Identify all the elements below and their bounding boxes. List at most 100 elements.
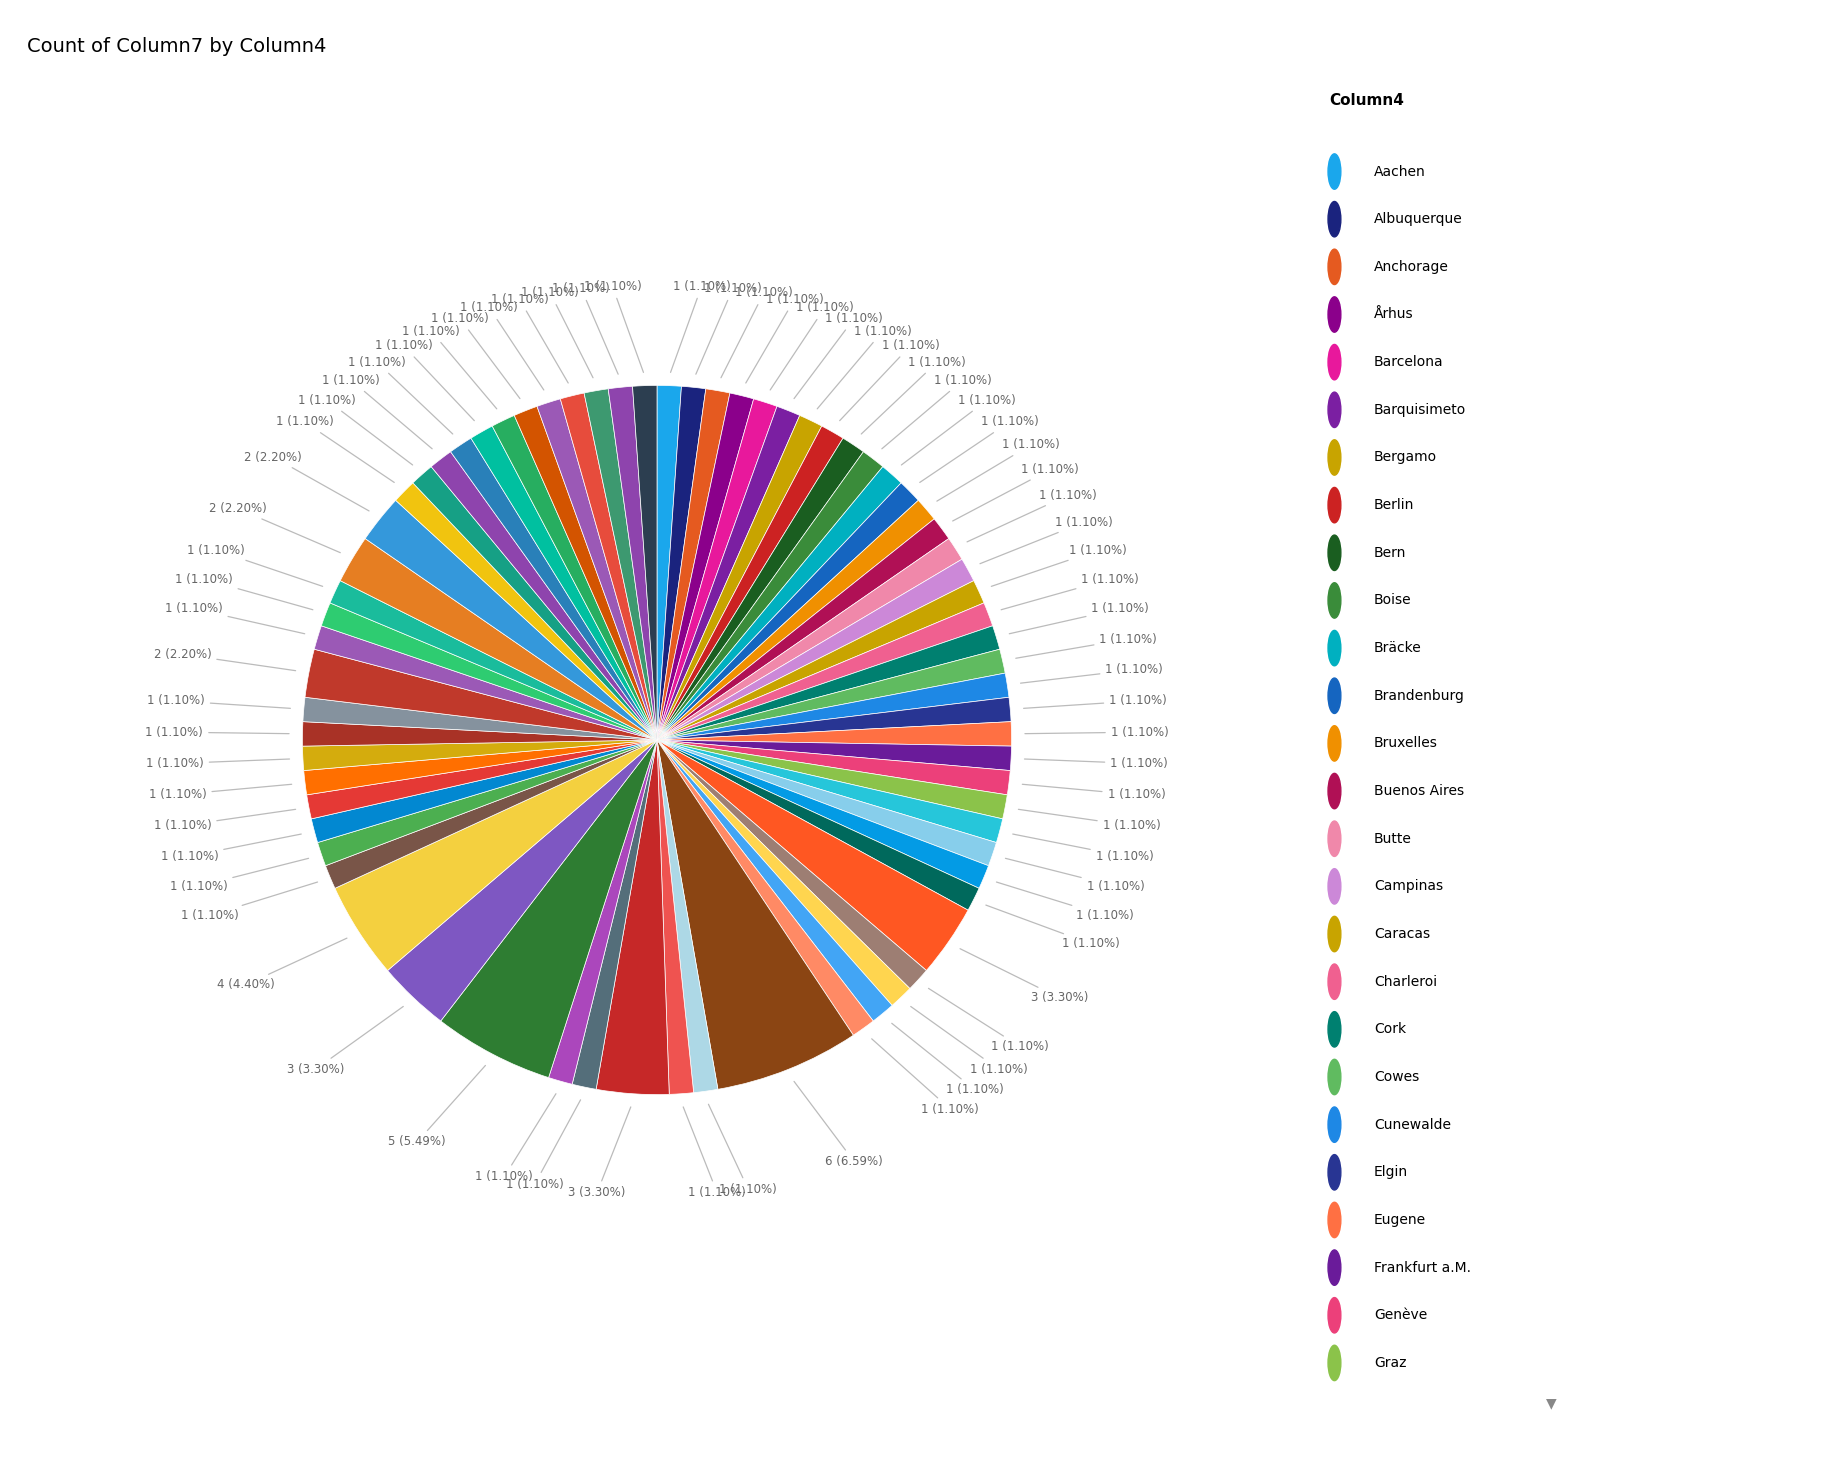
Text: Caracas: Caracas [1374, 926, 1431, 941]
Wedge shape [537, 400, 657, 740]
Text: 1 (1.10%): 1 (1.10%) [936, 438, 1060, 502]
Text: 1 (1.10%): 1 (1.10%) [164, 602, 305, 633]
Wedge shape [657, 626, 1000, 740]
Text: 3 (3.30%): 3 (3.30%) [960, 949, 1088, 1005]
Text: 2 (2.20%): 2 (2.20%) [208, 502, 339, 552]
Wedge shape [387, 740, 657, 1021]
Text: 1 (1.10%): 1 (1.10%) [818, 324, 912, 408]
Wedge shape [657, 407, 799, 740]
Wedge shape [657, 389, 730, 740]
Circle shape [1329, 1012, 1341, 1046]
Text: 1 (1.10%): 1 (1.10%) [374, 339, 475, 420]
Text: 1 (1.10%): 1 (1.10%) [902, 394, 1017, 465]
Text: 1 (1.10%): 1 (1.10%) [872, 1039, 978, 1116]
Text: Anchorage: Anchorage [1374, 260, 1449, 274]
Wedge shape [471, 426, 657, 740]
Wedge shape [657, 740, 1002, 842]
Circle shape [1329, 678, 1341, 713]
Text: 1 (1.10%): 1 (1.10%) [349, 355, 453, 434]
Circle shape [1329, 201, 1341, 237]
Wedge shape [657, 740, 872, 1035]
Text: 1 (1.10%): 1 (1.10%) [708, 1104, 777, 1196]
Wedge shape [657, 740, 967, 971]
Text: 1 (1.10%): 1 (1.10%) [323, 374, 433, 448]
Wedge shape [657, 482, 918, 740]
Text: 5 (5.49%): 5 (5.49%) [389, 1066, 485, 1148]
Wedge shape [515, 407, 657, 740]
Text: 1 (1.10%): 1 (1.10%) [683, 1107, 746, 1199]
Text: 1 (1.10%): 1 (1.10%) [186, 543, 323, 586]
Wedge shape [657, 740, 1011, 795]
Text: 1 (1.10%): 1 (1.10%) [794, 312, 883, 398]
Wedge shape [330, 580, 657, 740]
Text: Bergamo: Bergamo [1374, 450, 1436, 465]
Wedge shape [314, 626, 657, 740]
Text: 1 (1.10%): 1 (1.10%) [953, 463, 1079, 521]
Text: 4 (4.40%): 4 (4.40%) [217, 938, 347, 992]
Circle shape [1329, 1251, 1341, 1285]
Circle shape [1329, 297, 1341, 332]
Wedge shape [493, 416, 657, 740]
Circle shape [1329, 345, 1341, 380]
Wedge shape [657, 740, 694, 1094]
Wedge shape [303, 740, 657, 771]
Wedge shape [303, 740, 657, 795]
Wedge shape [312, 740, 657, 842]
Wedge shape [560, 394, 657, 740]
Text: 1 (1.10%): 1 (1.10%) [1006, 858, 1144, 892]
Text: Buenos Aires: Buenos Aires [1374, 784, 1464, 798]
Wedge shape [442, 740, 657, 1077]
Text: 1 (1.10%): 1 (1.10%) [986, 906, 1121, 950]
Text: Eugene: Eugene [1374, 1214, 1425, 1227]
Wedge shape [584, 389, 657, 740]
Wedge shape [657, 650, 1006, 740]
Circle shape [1329, 487, 1341, 522]
Text: Bruxelles: Bruxelles [1374, 737, 1438, 750]
Text: Bräcke: Bräcke [1374, 641, 1422, 656]
Text: 1 (1.10%): 1 (1.10%) [861, 355, 965, 434]
Wedge shape [657, 697, 1011, 740]
Wedge shape [396, 482, 657, 740]
Text: 1 (1.10%): 1 (1.10%) [1020, 663, 1163, 684]
Wedge shape [657, 740, 911, 1005]
Circle shape [1329, 916, 1341, 952]
Wedge shape [657, 500, 934, 740]
Text: 1 (1.10%): 1 (1.10%) [980, 515, 1113, 564]
Wedge shape [305, 650, 657, 740]
Wedge shape [657, 580, 984, 740]
Wedge shape [657, 451, 883, 740]
Wedge shape [657, 559, 975, 740]
Circle shape [1329, 154, 1341, 189]
Text: 3 (3.30%): 3 (3.30%) [568, 1107, 631, 1199]
Circle shape [1329, 869, 1341, 904]
Text: 1 (1.10%): 1 (1.10%) [431, 312, 520, 398]
Text: Campinas: Campinas [1374, 879, 1444, 894]
Text: Frankfurt a.M.: Frankfurt a.M. [1374, 1261, 1471, 1274]
Text: Genève: Genève [1374, 1308, 1427, 1322]
Text: 1 (1.10%): 1 (1.10%) [996, 882, 1133, 922]
Text: 1 (1.10%): 1 (1.10%) [892, 1023, 1004, 1097]
Wedge shape [657, 740, 978, 910]
Text: Bern: Bern [1374, 546, 1407, 559]
Circle shape [1329, 249, 1341, 284]
Wedge shape [657, 740, 892, 1021]
Wedge shape [339, 539, 657, 740]
Text: 1 (1.10%): 1 (1.10%) [476, 1094, 557, 1183]
Circle shape [1329, 1060, 1341, 1095]
Wedge shape [608, 386, 657, 740]
Text: Aachen: Aachen [1374, 164, 1425, 179]
Text: Graz: Graz [1374, 1356, 1407, 1370]
Text: ▼: ▼ [1546, 1396, 1557, 1410]
Text: 2 (2.20%): 2 (2.20%) [245, 450, 369, 511]
Wedge shape [657, 740, 927, 989]
Text: 1 (1.10%): 1 (1.10%) [297, 394, 412, 465]
Wedge shape [657, 426, 843, 740]
Text: Cork: Cork [1374, 1023, 1405, 1036]
Text: 1 (1.10%): 1 (1.10%) [1024, 694, 1166, 709]
Text: 1 (1.10%): 1 (1.10%) [146, 725, 288, 739]
Wedge shape [307, 740, 657, 818]
Text: Column4: Column4 [1329, 93, 1405, 108]
Text: 1 (1.10%): 1 (1.10%) [276, 416, 394, 482]
Text: 1 (1.10%): 1 (1.10%) [506, 1100, 580, 1190]
Text: 1 (1.10%): 1 (1.10%) [1002, 573, 1139, 610]
